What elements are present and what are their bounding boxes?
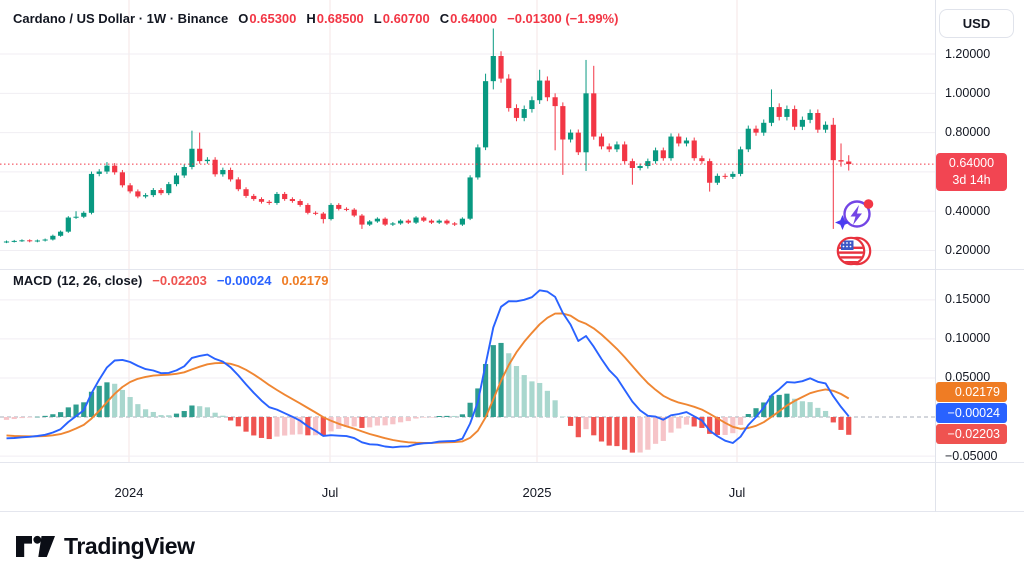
price-tick-label: 1.00000 (945, 85, 991, 100)
time-axis-label: 2025 (522, 485, 552, 500)
chart-bottom-border (0, 511, 1024, 512)
ai-spark-icon[interactable] (834, 194, 876, 239)
price-tick-label: 0.80000 (945, 125, 991, 140)
last-price-badge: 0.64000 3d 14h (936, 153, 1007, 192)
macd-legend: MACD (12, 26, close) −0.02203 −0.00024 0.… (13, 273, 328, 288)
macd-tick-label: 0.10000 (945, 331, 991, 346)
tradingview-logo-icon (16, 535, 55, 558)
macd-line-value: −0.00024 (216, 273, 272, 288)
price-tick-label: 0.40000 (945, 203, 991, 218)
tradingview-logo[interactable]: TradingView (16, 529, 195, 563)
chart-canvas[interactable] (0, 0, 935, 512)
macd-tick-label: −0.05000 (945, 448, 998, 463)
time-axis-label: 2024 (114, 485, 144, 500)
price-change: −0.01300 (−1.99%) (507, 11, 619, 26)
time-axis-label: Jul (728, 485, 746, 500)
ohlc-open: O 0.65300 (238, 11, 297, 26)
ohlc-low: L 0.60700 (373, 11, 430, 26)
pane-separator[interactable] (0, 269, 1024, 270)
macd-title[interactable]: MACD (12, 26, close) (13, 273, 143, 288)
tradingview-logo-text: TradingView (64, 532, 195, 559)
last-price-value: 0.64000 (948, 156, 995, 171)
ohlc-close: C 0.64000 (439, 11, 498, 26)
time-axis[interactable]: 2024 Jul 2025 Jul (0, 462, 935, 511)
bar-countdown: 3d 14h (952, 173, 991, 188)
macd-histogram-value: −0.02203 (152, 273, 207, 288)
macd-tick-label: 0.05000 (945, 370, 991, 385)
macd-tick-label: 0.15000 (945, 292, 991, 307)
time-axis-label: Jul (321, 485, 339, 500)
price-axis[interactable]: USD 1.20000 1.00000 0.80000 0.40000 0.20000 … (935, 0, 1024, 512)
price-tick-label: 1.20000 (945, 46, 991, 61)
symbol-legend: Cardano / US Dollar · 1W · Binance O 0.65… (13, 11, 618, 26)
ohlc-high: H 0.68500 (306, 11, 364, 26)
symbol-title[interactable]: Cardano / US Dollar · 1W · Binance (13, 11, 229, 26)
us-flag-event-icon[interactable] (835, 233, 875, 274)
macd-signal-badge: 0.02179 (936, 382, 1007, 403)
macd-line-badge: −0.00024 (936, 403, 1007, 424)
currency-toggle-button[interactable]: USD (939, 9, 1014, 38)
price-tick-label: 0.20000 (945, 243, 991, 258)
macd-signal-value: 0.02179 (281, 273, 329, 288)
macd-histogram-badge: −0.02203 (936, 424, 1007, 445)
time-axis-border (0, 462, 1024, 463)
